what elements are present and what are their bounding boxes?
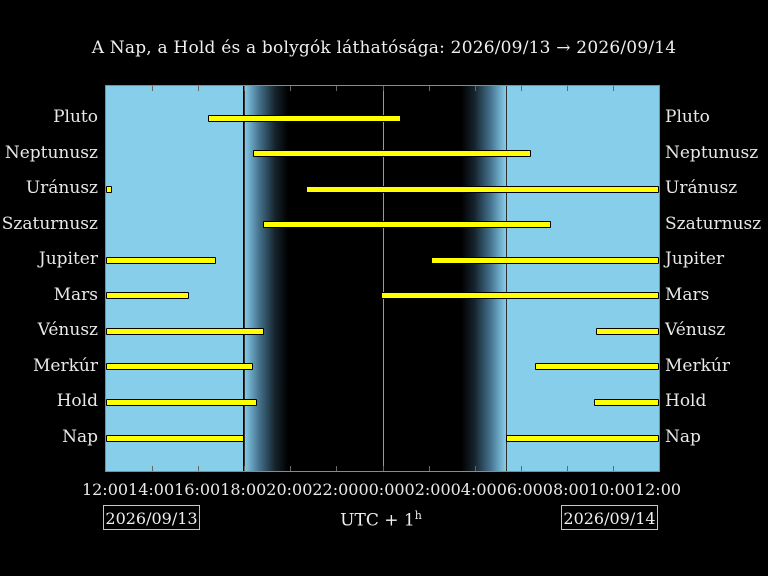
x-tick-bottom	[198, 466, 200, 471]
x-axis-label-9: 06:00	[496, 480, 543, 499]
visibility-bar-mars	[106, 292, 189, 300]
row-label-left-pluto: Pluto	[53, 107, 98, 127]
x-axis-label-5: 22:00	[312, 480, 359, 499]
row-label-right-nap: Nap	[665, 427, 701, 448]
x-tick-bottom	[520, 466, 522, 471]
x-tick-bottom	[152, 466, 154, 471]
visibility-bar-uranusz	[106, 185, 112, 193]
x-axis-label-3: 18:00	[220, 480, 267, 499]
row-label-left-mars: Mars	[53, 284, 98, 305]
row-label-left-neptunusz: Neptunusz	[4, 142, 98, 163]
x-axis-label-1: 14:00	[128, 480, 175, 499]
twilight-gradient-dawn	[460, 86, 506, 471]
x-tick-bottom	[336, 466, 338, 471]
x-axis-label-11: 10:00	[588, 480, 635, 499]
visibility-bar-merkur	[106, 363, 254, 371]
midnight-line	[382, 86, 384, 471]
visibility-bar-merkur	[534, 363, 659, 371]
row-label-right-venusz: Vénusz	[665, 320, 726, 341]
date-box-end: 2026/09/14	[561, 505, 658, 530]
x-axis-label-2: 16:00	[174, 480, 221, 499]
visibility-bar-hold	[106, 398, 257, 406]
row-label-left-hold: Hold	[56, 391, 98, 412]
sunrise-line	[505, 86, 507, 471]
x-tick-bottom	[612, 466, 614, 471]
chart-title: A Nap, a Hold és a bolygók láthatósága: …	[91, 38, 677, 58]
visibility-bar-nap	[505, 434, 659, 442]
x-tick-bottom	[428, 466, 430, 471]
x-axis-label-12: 12:00	[634, 480, 682, 499]
row-label-right-szaturnusz: Szaturnusz	[665, 213, 762, 234]
visibility-bar-jupiter	[106, 256, 217, 264]
day-region-evening	[106, 86, 245, 471]
visibility-bar-szaturnusz	[262, 221, 551, 229]
x-tick-top	[474, 86, 476, 91]
x-tick-top	[520, 86, 522, 91]
x-axis-label-10: 08:00	[542, 480, 589, 499]
x-tick-top	[198, 86, 200, 91]
x-tick-top	[152, 86, 154, 91]
sunset-line	[244, 86, 246, 471]
x-tick-top	[244, 86, 246, 91]
plot-area	[105, 85, 660, 472]
row-label-right-pluto: Pluto	[665, 107, 710, 127]
row-label-right-neptunusz: Neptunusz	[665, 142, 759, 163]
visibility-bar-pluto	[207, 114, 401, 122]
x-tick-bottom	[474, 466, 476, 471]
x-axis-label-6: 00:00	[358, 480, 405, 499]
x-tick-bottom	[566, 466, 568, 471]
day-region-morning	[505, 86, 659, 471]
visibility-bar-venusz	[106, 327, 264, 335]
row-label-left-venusz: Vénusz	[37, 320, 98, 341]
row-label-left-uranusz: Uránusz	[25, 178, 98, 199]
row-label-right-uranusz: Uránusz	[665, 178, 738, 199]
x-axis-label-4: 20:00	[266, 480, 313, 499]
twilight-gradient-dusk	[244, 86, 289, 471]
row-label-left-szaturnusz: Szaturnusz	[1, 213, 98, 234]
x-tick-top	[428, 86, 430, 91]
x-tick-bottom	[290, 466, 292, 471]
visibility-bar-neptunusz	[253, 150, 532, 158]
row-label-left-merkur: Merkúr	[33, 355, 98, 376]
end-date-label: 2026/09/14	[563, 509, 656, 528]
x-axis-label-0: 12:00	[81, 480, 129, 499]
visibility-bar-nap	[106, 434, 245, 442]
row-label-left-nap: Nap	[62, 427, 98, 448]
x-tick-top	[612, 86, 614, 91]
visibility-bar-venusz	[595, 327, 659, 335]
visibility-bar-uranusz	[306, 185, 659, 193]
date-box-start: 2026/09/13	[103, 505, 200, 530]
row-label-right-mars: Mars	[665, 284, 710, 305]
x-tick-top	[290, 86, 292, 91]
row-label-left-jupiter: Jupiter	[38, 249, 98, 270]
x-tick-top	[382, 86, 384, 91]
visibility-bar-mars	[380, 292, 659, 300]
visibility-bar-jupiter	[430, 256, 659, 264]
x-axis-label-7: 02:00	[404, 480, 451, 499]
start-date-label: 2026/09/13	[105, 509, 198, 528]
row-label-right-jupiter: Jupiter	[665, 249, 725, 270]
visibility-bar-hold	[594, 398, 659, 406]
row-label-right-merkur: Merkúr	[665, 355, 730, 376]
timezone-text: UTC + 1	[340, 510, 415, 531]
x-tick-top	[566, 86, 568, 91]
row-label-right-hold: Hold	[665, 391, 707, 412]
timezone-superscript: h	[414, 509, 422, 522]
x-axis-label-8: 04:00	[450, 480, 497, 499]
x-tick-bottom	[244, 466, 246, 471]
x-tick-bottom	[382, 466, 384, 471]
x-tick-top	[336, 86, 338, 91]
timezone-label: UTC + 1h	[306, 509, 456, 531]
